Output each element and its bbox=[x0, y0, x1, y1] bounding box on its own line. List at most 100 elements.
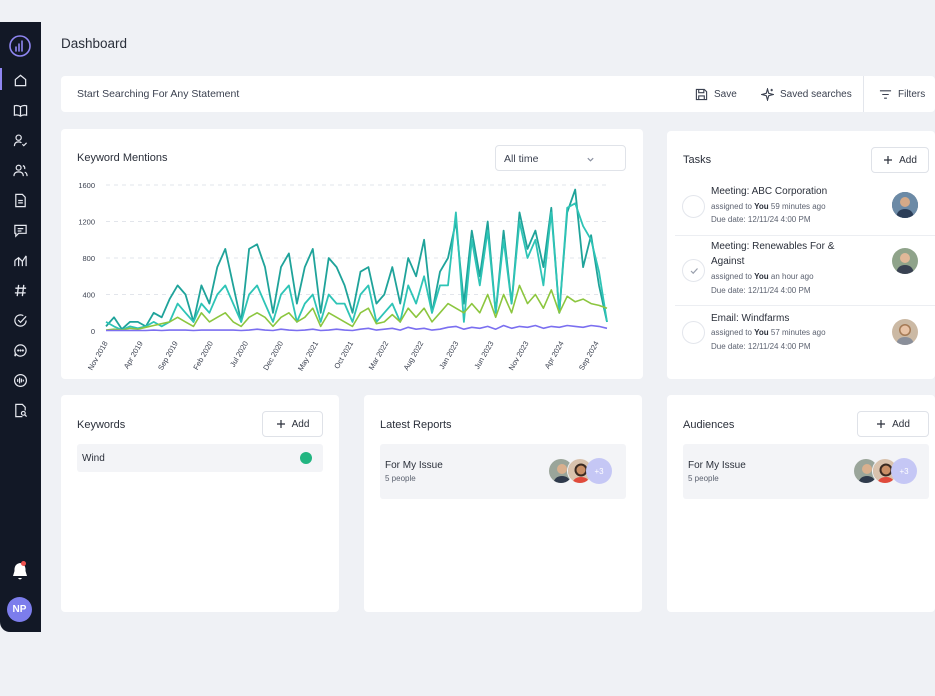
notification-bell-icon[interactable] bbox=[10, 561, 30, 583]
chat-icon[interactable] bbox=[10, 340, 30, 360]
task-item[interactable]: Meeting: ABC Corporation assigned to You… bbox=[675, 183, 935, 235]
task-due: Due date: 12/11/24 4:00 PM bbox=[711, 342, 811, 351]
keywords-card: Keywords Add Wind bbox=[61, 395, 339, 612]
page-title: Dashboard bbox=[61, 36, 128, 51]
task-title[interactable]: Meeting: ABC Corporation bbox=[711, 186, 828, 197]
x-tick-label: Jul 2020 bbox=[228, 340, 250, 369]
task-assigned: assigned to You an hour ago bbox=[711, 272, 814, 281]
task-assigned: assigned to You 59 minutes ago bbox=[711, 202, 826, 211]
report-name: For My Issue bbox=[385, 460, 443, 471]
period-select[interactable]: All time bbox=[495, 145, 626, 171]
audiences-title: Audiences bbox=[683, 419, 735, 431]
sparkle-icon bbox=[761, 87, 774, 101]
task-due: Due date: 12/11/24 4:00 PM bbox=[711, 215, 811, 224]
analytics-icon[interactable] bbox=[10, 250, 30, 270]
y-tick-label: 0 bbox=[91, 327, 95, 336]
x-tick-label: Sep 2024 bbox=[577, 340, 601, 372]
add-audience-label: Add bbox=[892, 418, 910, 430]
task-item[interactable]: Email: Windfarms assigned to You 57 minu… bbox=[675, 311, 935, 363]
save-label: Save bbox=[714, 88, 737, 100]
task-title[interactable]: Email: Windfarms bbox=[711, 313, 790, 324]
add-task-label: Add bbox=[899, 154, 917, 166]
avatar bbox=[892, 319, 918, 345]
hashtag-icon[interactable] bbox=[10, 280, 30, 300]
check-circle-icon[interactable] bbox=[10, 310, 30, 330]
avatar bbox=[892, 192, 918, 218]
report-item[interactable]: For My Issue 5 people +3 bbox=[380, 444, 626, 499]
search-bar[interactable]: Start Searching For Any Statement Save S… bbox=[61, 76, 935, 112]
audience-item[interactable]: For My Issue 5 people +3 bbox=[683, 444, 929, 499]
x-tick-label: Nov 2023 bbox=[507, 340, 531, 372]
message-icon[interactable] bbox=[10, 220, 30, 240]
home-icon[interactable] bbox=[10, 70, 30, 90]
period-select-value: All time bbox=[504, 153, 539, 165]
save-button[interactable]: Save bbox=[695, 86, 737, 102]
filters-label: Filters bbox=[898, 88, 926, 100]
tasks-title: Tasks bbox=[683, 154, 712, 166]
document-icon[interactable] bbox=[10, 190, 30, 210]
book-icon[interactable] bbox=[10, 100, 30, 120]
keyword-color-dot[interactable] bbox=[300, 452, 312, 464]
keyword-label: Wind bbox=[82, 453, 105, 464]
user-check-icon[interactable] bbox=[10, 130, 30, 150]
add-audience-button[interactable]: Add bbox=[857, 411, 929, 437]
tasks-card: Tasks Add Meeting: ABC Corporation assig… bbox=[667, 131, 935, 379]
keyword-mentions-chart: 0 400 800 1200 1600 Nov 2018 Apr 2019 Sep 2019 F… bbox=[78, 181, 608, 373]
document-search-icon[interactable] bbox=[10, 400, 30, 420]
saved-searches-button[interactable]: Saved searches bbox=[761, 86, 852, 102]
app-logo-icon[interactable] bbox=[8, 34, 32, 58]
filters-button[interactable]: Filters bbox=[879, 86, 925, 102]
latest-reports-card: Latest Reports For My Issue 5 people +3 bbox=[364, 395, 642, 612]
task-assigned: assigned to You 57 minutes ago bbox=[711, 328, 826, 337]
x-tick-label: Dec 2020 bbox=[261, 340, 285, 372]
task-checkbox[interactable] bbox=[682, 195, 705, 218]
keyword-mentions-title: Keyword Mentions bbox=[77, 152, 168, 164]
add-keyword-label: Add bbox=[291, 418, 310, 430]
chevron-down-icon bbox=[587, 157, 594, 162]
x-tick-label: Oct 2021 bbox=[332, 340, 355, 371]
latest-reports-title: Latest Reports bbox=[380, 419, 452, 431]
plus-icon bbox=[276, 420, 285, 428]
avatar-stack: +3 bbox=[548, 458, 616, 484]
add-task-button[interactable]: Add bbox=[871, 147, 929, 173]
saved-searches-label: Saved searches bbox=[780, 88, 852, 100]
keyword-mentions-card: Keyword Mentions All time 0 400 800 1200 160… bbox=[61, 129, 643, 379]
y-tick-label: 1600 bbox=[78, 181, 95, 190]
plus-icon bbox=[884, 156, 893, 164]
y-tick-label: 400 bbox=[82, 291, 95, 300]
search-bar-divider bbox=[863, 76, 864, 112]
notification-dot bbox=[21, 561, 26, 566]
series-line bbox=[105, 284, 608, 331]
keyword-item[interactable]: Wind bbox=[77, 444, 323, 472]
y-tick-label: 800 bbox=[82, 254, 95, 263]
check-icon bbox=[690, 267, 698, 274]
audio-icon[interactable] bbox=[10, 370, 30, 390]
task-checkbox[interactable] bbox=[682, 259, 705, 282]
task-checkbox[interactable] bbox=[682, 321, 705, 344]
report-people-count: 5 people bbox=[385, 474, 416, 483]
search-input[interactable]: Start Searching For Any Statement bbox=[77, 88, 240, 100]
task-item[interactable]: Meeting: Renewables For & Against assign… bbox=[675, 239, 935, 305]
x-tick-label: Aug 2022 bbox=[402, 340, 426, 372]
plus-icon bbox=[877, 420, 886, 428]
audiences-card: Audiences Add For My Issue 5 people +3 bbox=[667, 395, 935, 612]
audience-people-count: 5 people bbox=[688, 474, 719, 483]
task-title[interactable]: Meeting: Renewables For & Against bbox=[711, 241, 835, 267]
x-tick-label: Apr 2024 bbox=[543, 340, 566, 371]
avatar-stack: +3 bbox=[853, 458, 921, 484]
x-tick-label: Jan 2023 bbox=[437, 340, 460, 371]
x-tick-label: Feb 2020 bbox=[191, 340, 215, 372]
nav-active-indicator bbox=[0, 68, 2, 90]
avatar bbox=[892, 248, 918, 274]
user-avatar[interactable]: NP bbox=[7, 597, 32, 622]
users-icon[interactable] bbox=[10, 160, 30, 180]
x-tick-label: Jun 2023 bbox=[472, 340, 495, 371]
add-keyword-button[interactable]: Add bbox=[262, 411, 323, 437]
x-tick-label: Apr 2019 bbox=[122, 340, 145, 371]
task-separator bbox=[675, 235, 935, 236]
keywords-title: Keywords bbox=[77, 419, 126, 431]
y-tick-label: 1200 bbox=[78, 218, 95, 227]
series-line bbox=[105, 202, 608, 332]
filter-icon bbox=[879, 89, 892, 99]
series-line bbox=[105, 188, 608, 331]
